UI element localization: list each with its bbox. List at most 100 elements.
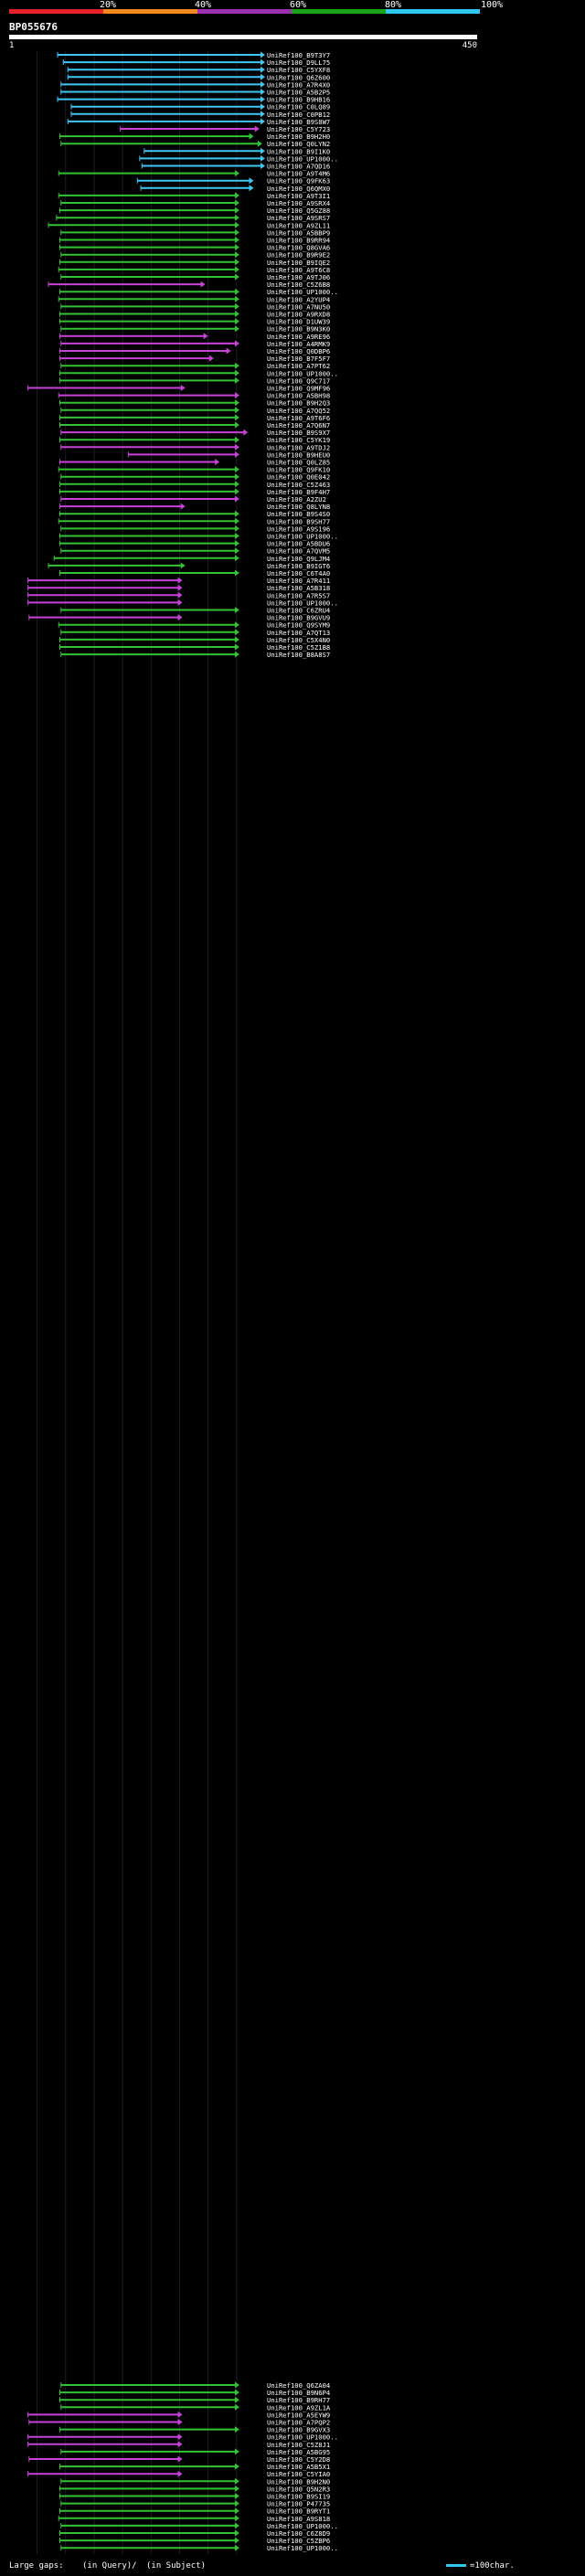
hit-label[interactable]: UniRef100_A5B318	[267, 584, 330, 592]
hit-label[interactable]: UniRef100_A9SRX4	[267, 199, 330, 207]
hit-label[interactable]: UniRef100_B9H2N0	[267, 2477, 330, 2486]
hit-label[interactable]: UniRef100_A9ZL11	[267, 221, 330, 229]
hit-label[interactable]: UniRef100_Q9FK10	[267, 466, 330, 474]
hit-label[interactable]: UniRef100_B9H2H0	[267, 133, 330, 141]
hit-label[interactable]: UniRef100_A9ZL1A	[267, 2403, 331, 2412]
hit-label[interactable]: UniRef100_A9S818	[267, 2515, 330, 2523]
hit-label[interactable]: UniRef100_B9GVX3	[267, 2426, 330, 2434]
hit-label[interactable]: UniRef100_B9IQE2	[267, 259, 330, 267]
hit-label[interactable]: UniRef100_B9T3Y7	[267, 51, 330, 59]
hit-label[interactable]: UniRef100_B9SH77	[267, 517, 330, 525]
hit-label[interactable]: UniRef100_C5YK19	[267, 436, 330, 444]
hit-label[interactable]: UniRef100_C5Z8J1	[267, 2441, 330, 2449]
hit-label[interactable]: UniRef100_C5Y723	[267, 125, 330, 133]
hit-label[interactable]: UniRef100_Q9LJM4	[267, 555, 330, 563]
hit-label[interactable]: UniRef100_C5Z6B8	[267, 281, 330, 289]
hit-label[interactable]: UniRef100_A2ZU2	[267, 495, 326, 504]
hit-label[interactable]: UniRef100_A9T6C8	[267, 266, 330, 274]
hit-label[interactable]: UniRef100_B9F4H7	[267, 488, 330, 496]
hit-label[interactable]: UniRef100_C5Y2D8	[267, 2455, 330, 2464]
hit-label[interactable]: UniRef100_C0LQ89	[267, 103, 330, 111]
hit-label[interactable]: UniRef100_P47735	[267, 2500, 330, 2508]
hit-label[interactable]: UniRef100_A9S196	[267, 525, 330, 533]
hit-label[interactable]: UniRef100_UP1000..	[267, 288, 338, 296]
hit-label[interactable]: UniRef100_A2YUP4	[267, 295, 330, 303]
hit-label[interactable]: UniRef100_A9T3I1	[267, 192, 330, 200]
hit-label[interactable]: UniRef100_UP1000..	[267, 2544, 338, 2552]
hit-label[interactable]: UniRef100_C6T4A0	[267, 569, 330, 578]
hit-label[interactable]: UniRef100_B9R9E2	[267, 251, 330, 260]
hit-label[interactable]: UniRef100_A7QQ52	[267, 407, 330, 415]
hit-label[interactable]: UniRef100_B9H2Q3	[267, 399, 330, 408]
hit-label[interactable]: UniRef100_A7QD16	[267, 163, 330, 171]
hit-label[interactable]: UniRef100_B9N6P4	[267, 2389, 330, 2397]
hit-label[interactable]: UniRef100_Q0DBP6	[267, 347, 330, 355]
hit-label[interactable]: UniRef100_Q5GZ88	[267, 207, 330, 215]
hit-label[interactable]: UniRef100_A9SRS7	[267, 214, 330, 222]
hit-label[interactable]: UniRef100_A9T6F6	[267, 414, 330, 422]
hit-label[interactable]: UniRef100_Q6ZA04	[267, 2381, 330, 2390]
hit-label[interactable]: UniRef100_B9S8W7	[267, 118, 330, 126]
hit-label[interactable]: UniRef100_A5B2P5	[267, 89, 330, 97]
hit-label[interactable]: UniRef100_A7R4X0	[267, 80, 330, 89]
hit-label[interactable]: UniRef100_B9S4S0	[267, 510, 330, 518]
hit-label[interactable]: UniRef100_D1UW39	[267, 318, 330, 326]
hit-label[interactable]: UniRef100_A5EYW9	[267, 2411, 330, 2419]
hit-label[interactable]: UniRef100_B9IGT6	[267, 562, 330, 570]
hit-label[interactable]: UniRef100_B9RYT1	[267, 2507, 330, 2516]
hit-label[interactable]: UniRef100_A9TJ06	[267, 273, 330, 281]
hit-label[interactable]: UniRef100_A9T4M6	[267, 170, 330, 178]
hit-label[interactable]: UniRef100_A7Q6N7	[267, 421, 330, 429]
hit-label[interactable]: UniRef100_A7PT62	[267, 362, 330, 370]
hit-label[interactable]: UniRef100_A7QVM5	[267, 547, 330, 556]
hit-label[interactable]: UniRef100_A7QT13	[267, 629, 330, 637]
hit-label[interactable]: UniRef100_B9N3K0	[267, 325, 330, 334]
hit-label[interactable]: UniRef100_C5YIA0	[267, 2470, 330, 2478]
hit-label[interactable]: UniRef100_C5X4N0	[267, 636, 330, 644]
hit-label[interactable]: UniRef100_C5Z1B8	[267, 643, 330, 652]
hit-label[interactable]: UniRef100_A9RXD8	[267, 311, 330, 319]
hit-label[interactable]: UniRef100_A5BDU6	[267, 540, 330, 548]
hit-label[interactable]: UniRef100_C0PB12	[267, 111, 330, 119]
hit-label[interactable]: UniRef100_B9HEU0	[267, 451, 330, 459]
hit-label[interactable]: UniRef100_A7R5S7	[267, 591, 330, 599]
hit-label[interactable]: UniRef100_A5BG95	[267, 2448, 330, 2456]
hit-label[interactable]: UniRef100_Q0LYN2	[267, 140, 330, 148]
hit-label[interactable]: UniRef100_Q0LZ85	[267, 459, 330, 467]
hit-label[interactable]: UniRef100_A7PQP2	[267, 2419, 330, 2427]
hit-label[interactable]: UniRef100_Q5N2R3	[267, 2485, 330, 2493]
hit-label[interactable]: UniRef100_Q9SYM9	[267, 621, 330, 630]
hit-label[interactable]: UniRef100_B9SI19	[267, 2493, 330, 2501]
hit-label[interactable]: UniRef100_Q9MF96	[267, 385, 330, 393]
hit-label[interactable]: UniRef100_UP1000..	[267, 533, 338, 541]
hit-label[interactable]: UniRef100_Q0E042	[267, 473, 330, 482]
hit-label[interactable]: UniRef100_A9RE96	[267, 333, 330, 341]
hit-label[interactable]: UniRef100_C5YXF8	[267, 66, 330, 74]
hit-label[interactable]: UniRef100_D9LL75	[267, 58, 330, 67]
hit-label[interactable]: UniRef100_B7F5F7	[267, 355, 330, 363]
hit-label[interactable]: UniRef100_A7NU50	[267, 302, 330, 311]
hit-label[interactable]: UniRef100_B9HB16	[267, 96, 330, 104]
hit-label[interactable]: UniRef100_A5BH98	[267, 392, 330, 400]
hit-label[interactable]: UniRef100_B9GVU9	[267, 614, 330, 622]
hit-label[interactable]: UniRef100_B9RR94	[267, 237, 330, 245]
hit-label[interactable]: UniRef100_UP1000..	[267, 369, 338, 377]
hit-label[interactable]: UniRef100_A5BBP9	[267, 228, 330, 237]
hit-label[interactable]: UniRef100_A5B5X1	[267, 2463, 330, 2471]
hit-label[interactable]: UniRef100_A9TDJ2	[267, 443, 330, 451]
hit-label[interactable]: UniRef100_C6ZRU4	[267, 607, 330, 615]
hit-label[interactable]: UniRef100_UP1000..	[267, 2522, 338, 2530]
hit-label[interactable]: UniRef100_UP1000..	[267, 599, 338, 607]
hit-label[interactable]: UniRef100_Q9C717	[267, 376, 330, 385]
hit-label[interactable]: UniRef100_C5Z463	[267, 481, 330, 489]
hit-label[interactable]: UniRef100_UP1000..	[267, 2433, 338, 2442]
hit-label[interactable]: UniRef100_Q8LYN8	[267, 503, 330, 511]
hit-label[interactable]: UniRef100_B9I1K0	[267, 147, 330, 155]
hit-label[interactable]: UniRef100_B9RH77	[267, 2396, 330, 2404]
hit-label[interactable]: UniRef100_B8A8S7	[267, 651, 330, 659]
hit-label[interactable]: UniRef100_C5ZBP6	[267, 2537, 330, 2545]
hit-label[interactable]: UniRef100_Q8GVA6	[267, 244, 330, 252]
hit-label[interactable]: UniRef100_B9S9X7	[267, 429, 330, 437]
hit-label[interactable]: UniRef100_A4RMK9	[267, 340, 330, 348]
hit-label[interactable]: UniRef100_Q6QMX0	[267, 185, 330, 193]
